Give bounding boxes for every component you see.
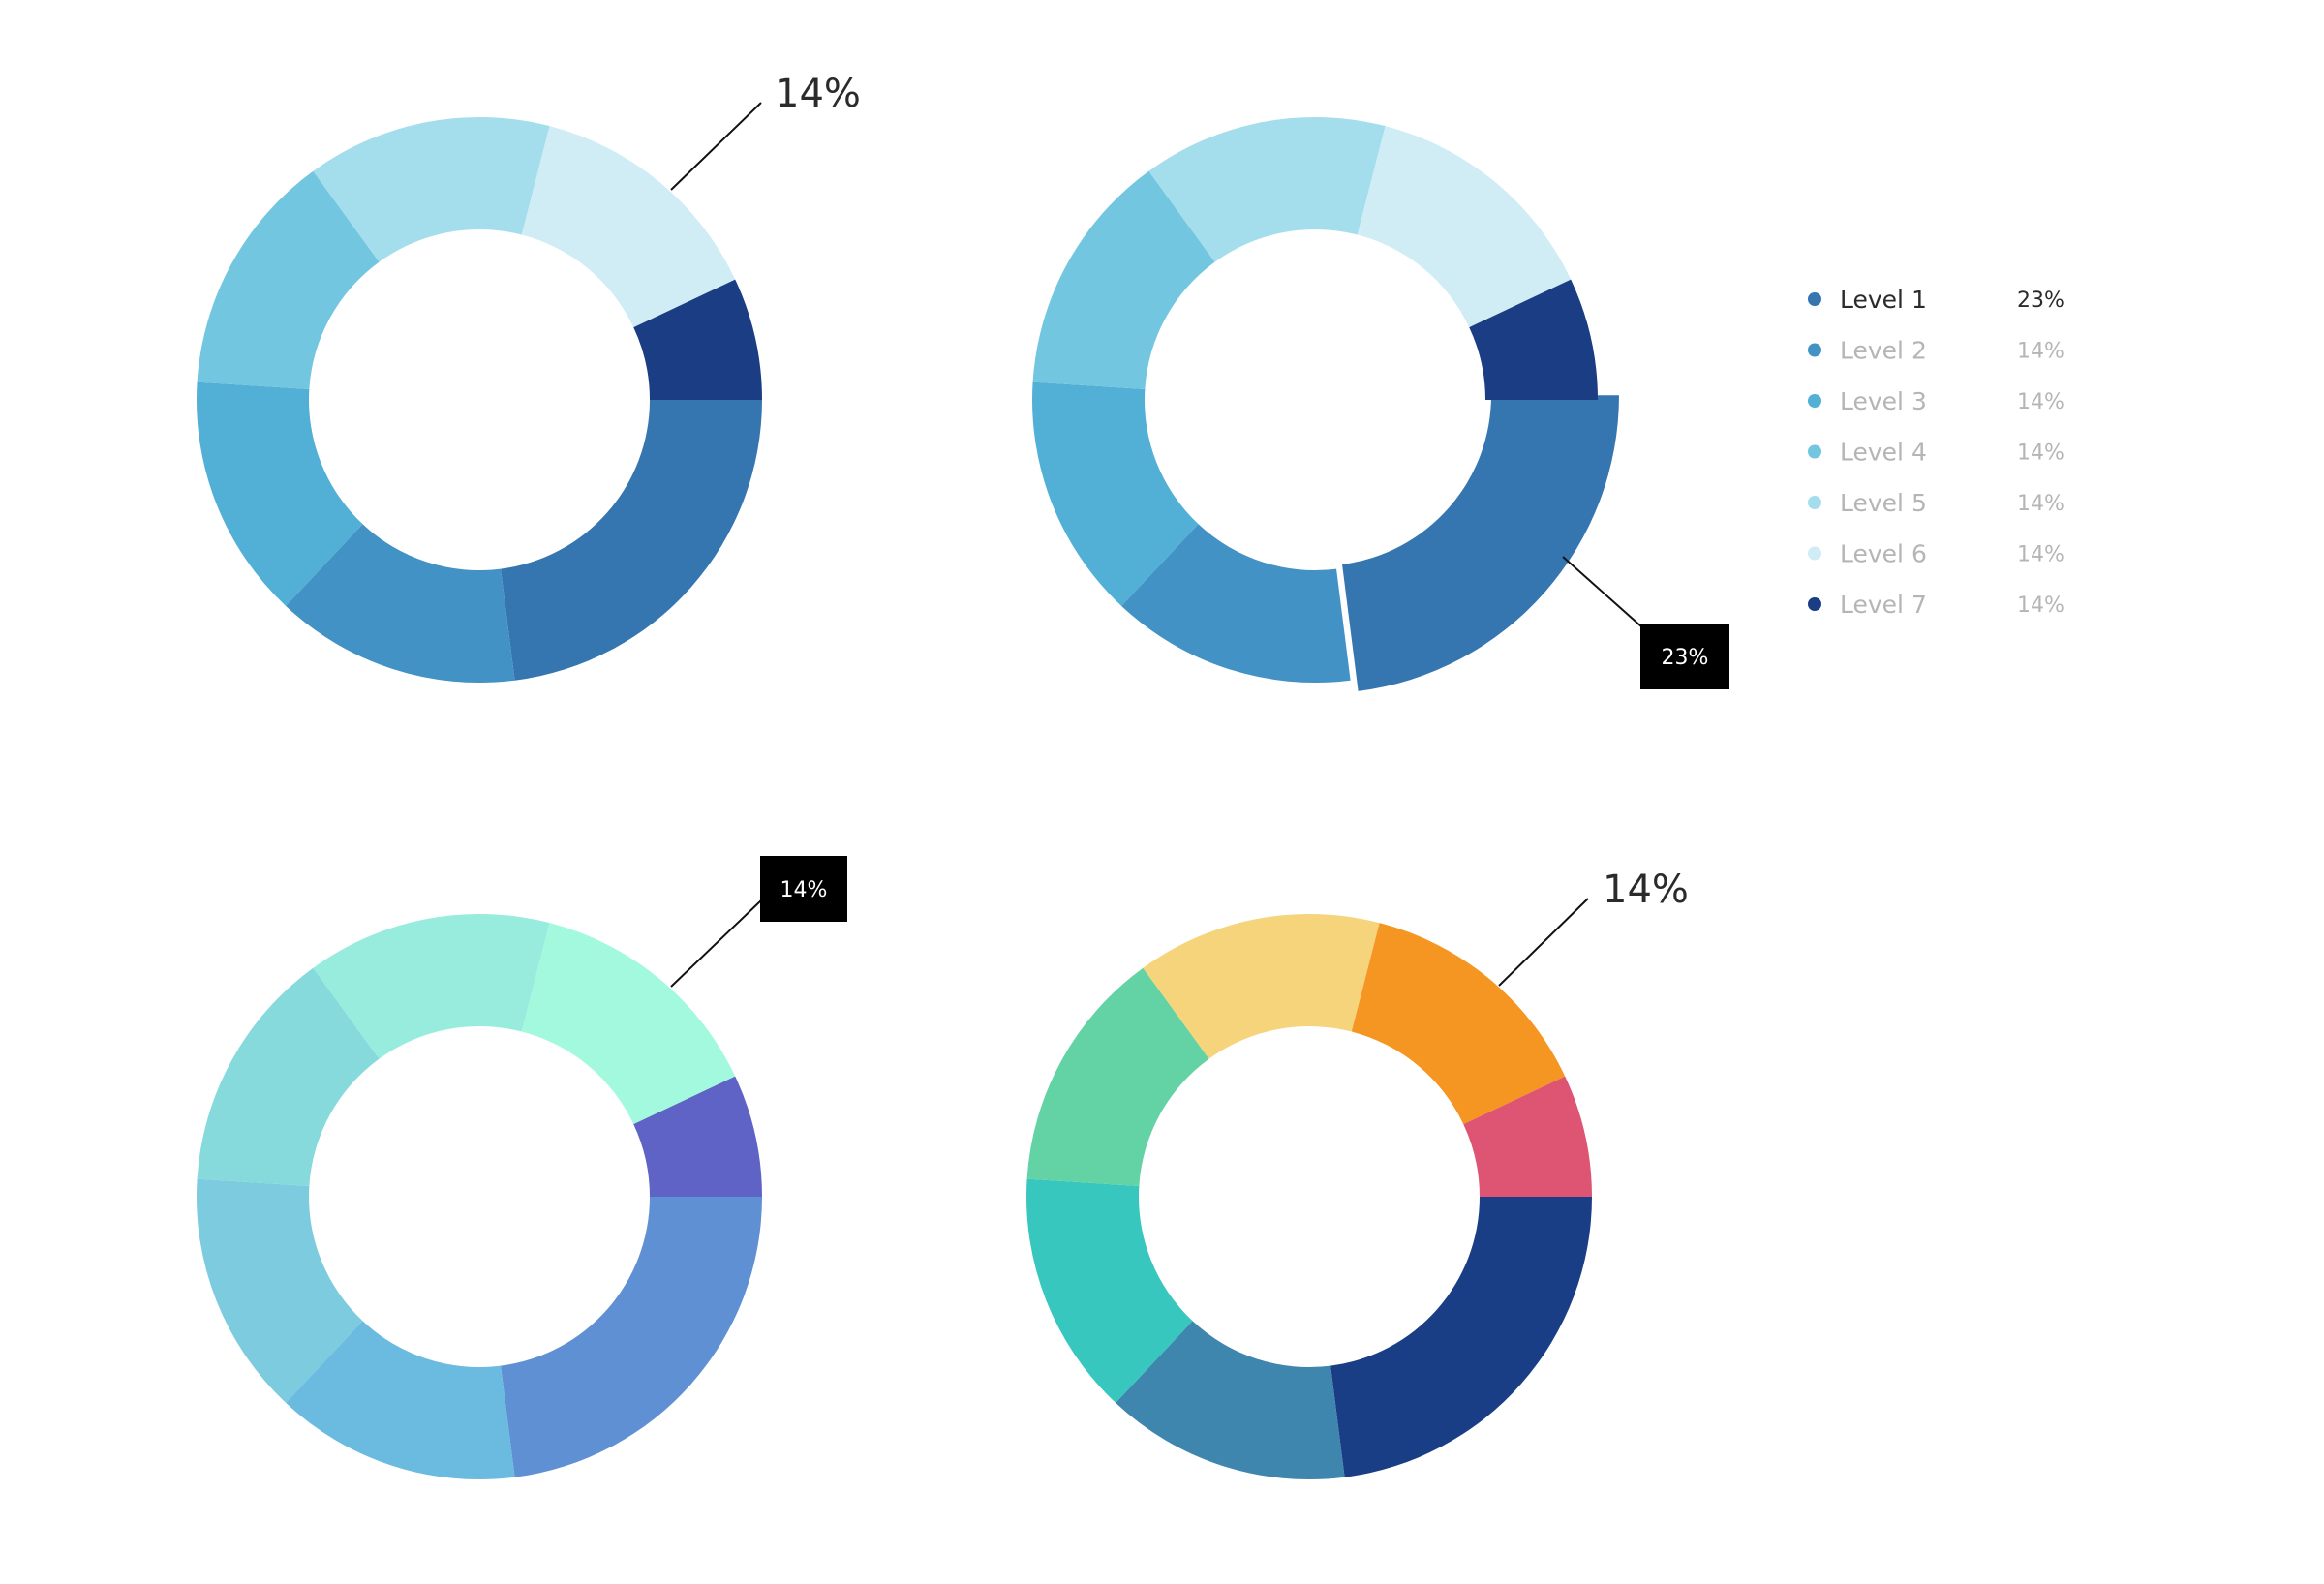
legend-item-level-5[interactable]: Level 5 14% — [1808, 489, 2064, 517]
donut-chart-3: 14% — [196, 856, 847, 1479]
donut-slice-level-4[interactable] — [1032, 170, 1215, 389]
legend-value: 14% — [2017, 390, 2064, 414]
legend-value: 14% — [2017, 594, 2064, 618]
legend-swatch — [1808, 444, 1821, 459]
legend-label: Level 4 — [1840, 439, 1927, 467]
donut-slice-level-2[interactable] — [1121, 524, 1351, 683]
legend-swatch — [1808, 597, 1821, 611]
legend-swatch — [1808, 292, 1821, 306]
callout-leader-line — [670, 102, 762, 191]
donut-slice-level-3[interactable] — [1025, 1178, 1193, 1403]
donut-slice-level-6[interactable] — [521, 126, 736, 328]
legend-value: 14% — [2017, 543, 2064, 567]
callout-box — [1640, 624, 1729, 689]
legend-label: Level 7 — [1840, 591, 1927, 619]
legend-swatch — [1808, 546, 1821, 561]
donut-slice-level-7[interactable] — [633, 279, 762, 400]
legend-item-level-6[interactable]: Level 6 14% — [1808, 540, 2064, 568]
callout-leader-line — [1498, 898, 1589, 987]
legend-swatch — [1808, 343, 1821, 357]
legend-value: 14% — [2017, 492, 2064, 516]
legend-label: Level 3 — [1840, 387, 1927, 415]
callout-label: 23% — [1662, 646, 1709, 670]
donut-slice-level-1[interactable] — [1342, 395, 1620, 691]
legend-value: 23% — [2017, 289, 2064, 313]
callout-leader-line — [1562, 556, 1643, 628]
charts-group: 14% 23% 14% 14% — [196, 72, 1729, 1479]
legend-label: Level 6 — [1840, 540, 1927, 568]
legend: Level 1 23% Level 2 14% Level 3 14% Level 4 14%… — [1808, 286, 2064, 619]
donut-slice-level-5[interactable] — [1148, 117, 1386, 262]
legend-value: 14% — [2017, 442, 2064, 466]
donut-slice-level-3[interactable] — [197, 381, 363, 606]
callout-box — [760, 856, 847, 922]
donut-slice-level-1[interactable] — [1330, 1197, 1592, 1477]
legend-label: Level 5 — [1840, 489, 1927, 517]
donut-slice-level-5[interactable] — [313, 914, 550, 1059]
donut-slice-level-6[interactable] — [1357, 126, 1572, 328]
donut-slice-level-6[interactable] — [521, 923, 736, 1125]
donut-slice-level-1[interactable] — [501, 1197, 762, 1477]
donut-chart-4: 14% — [1025, 868, 1689, 1479]
donut-chart-1: 14% — [197, 72, 861, 683]
donut-slice-level-6[interactable] — [1351, 923, 1566, 1125]
legend-item-level-7[interactable]: Level 7 14% — [1808, 591, 2064, 619]
callout-label: 14% — [1603, 868, 1689, 912]
donut-slice-level-4[interactable] — [197, 170, 380, 389]
legend-swatch — [1808, 394, 1821, 408]
donut-slice-level-3[interactable] — [1031, 381, 1199, 606]
donut-slice-level-4[interactable] — [197, 967, 380, 1186]
callout-label: 14% — [775, 72, 861, 116]
donut-slice-level-1[interactable] — [501, 400, 762, 681]
legend-label: Level 1 — [1840, 286, 1927, 314]
donut-slice-level-3[interactable] — [196, 1178, 363, 1403]
donut-slice-level-7[interactable] — [1469, 279, 1598, 400]
donut-slice-level-2[interactable] — [286, 524, 515, 683]
callout-label: 14% — [780, 878, 828, 902]
legend-value: 14% — [2017, 340, 2064, 364]
donut-slice-level-2[interactable] — [286, 1321, 515, 1479]
donut-slice-level-4[interactable] — [1026, 967, 1209, 1186]
donut-slice-level-7[interactable] — [1463, 1076, 1592, 1197]
legend-label: Level 2 — [1840, 337, 1927, 365]
donut-slice-level-5[interactable] — [1143, 914, 1380, 1059]
legend-item-level-4[interactable]: Level 4 14% — [1808, 439, 2064, 467]
donut-slice-level-5[interactable] — [313, 117, 550, 262]
donut-slice-level-2[interactable] — [1116, 1321, 1345, 1479]
callout-leader-line — [670, 899, 762, 988]
donut-chart-2: 23% — [1031, 117, 1729, 691]
donut-slice-level-7[interactable] — [633, 1076, 762, 1197]
legend-item-level-1[interactable]: Level 1 23% — [1808, 286, 2064, 314]
legend-item-level-3[interactable]: Level 3 14% — [1808, 387, 2064, 415]
legend-swatch — [1808, 496, 1821, 509]
legend-item-level-2[interactable]: Level 2 14% — [1808, 337, 2064, 365]
